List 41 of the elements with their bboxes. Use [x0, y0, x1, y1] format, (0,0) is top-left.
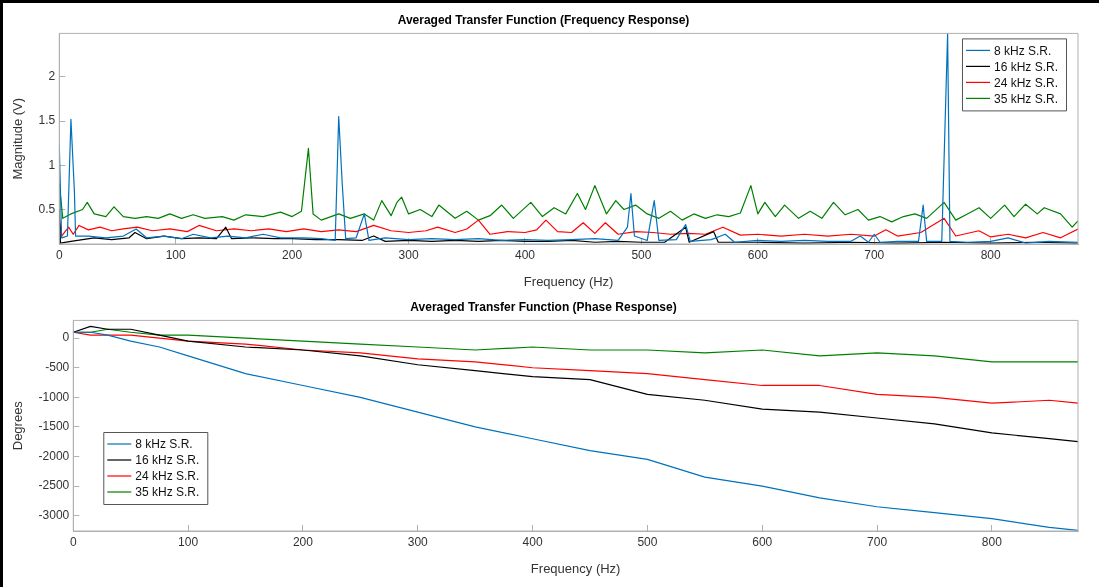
x-tick-label: 300: [398, 247, 419, 262]
x-tick-label: 300: [407, 534, 429, 549]
x-tick-label: 100: [178, 534, 199, 549]
x-tick-label: 500: [631, 247, 652, 262]
y-tick-label: -500: [45, 360, 70, 375]
y-tick-label: 1: [48, 157, 56, 172]
x-tick-label: 400: [514, 247, 536, 262]
x-tick-label: 700: [864, 247, 885, 262]
legend-label: 8 kHz S.R.: [135, 437, 193, 452]
y-tick-label: -1500: [38, 419, 70, 434]
y-tick-label: 2: [48, 69, 56, 84]
y-tick-label: 0.5: [38, 201, 56, 216]
chart-title: Averaged Transfer Function (Frequency Response): [397, 12, 690, 27]
x-tick-label: 400: [522, 534, 543, 549]
x-tick-label: 500: [637, 534, 658, 549]
legend-label: 24 kHz S.R.: [993, 75, 1059, 90]
x-tick-label: 600: [752, 534, 773, 549]
legend-label: 16 kHz S.R.: [135, 453, 200, 468]
x-axis-title: Frequency (Hz): [530, 560, 621, 576]
y-axis-title: Magnitude (V): [10, 97, 26, 180]
y-axis-title: Degrees: [10, 400, 26, 451]
x-tick-label: 200: [292, 534, 314, 549]
x-tick-label: 600: [747, 247, 769, 262]
legend-label: 35 kHz S.R.: [135, 485, 200, 500]
y-tick-label: -3000: [38, 507, 70, 522]
x-tick-label: 800: [981, 534, 1003, 549]
x-tick-label: 100: [165, 247, 187, 262]
legend-label: 8 kHz S.R.: [993, 43, 1052, 58]
legend-label: 16 kHz S.R.: [993, 59, 1059, 74]
y-tick-label: 0: [62, 330, 70, 345]
y-tick-label: 1.5: [38, 113, 56, 128]
x-tick-label: 200: [282, 247, 303, 262]
y-tick-label: -2000: [38, 448, 70, 463]
y-tick-label: -1000: [38, 389, 70, 404]
x-tick-label: 700: [867, 534, 888, 549]
legend-label: 35 kHz S.R.: [993, 91, 1059, 106]
x-tick-label: 800: [980, 247, 1002, 262]
legend-label: 24 kHz S.R.: [135, 469, 200, 484]
y-tick-label: -2500: [38, 478, 70, 493]
chart-title: Averaged Transfer Function (Phase Response): [410, 299, 677, 314]
x-axis-title: Frequency (Hz): [523, 273, 614, 289]
